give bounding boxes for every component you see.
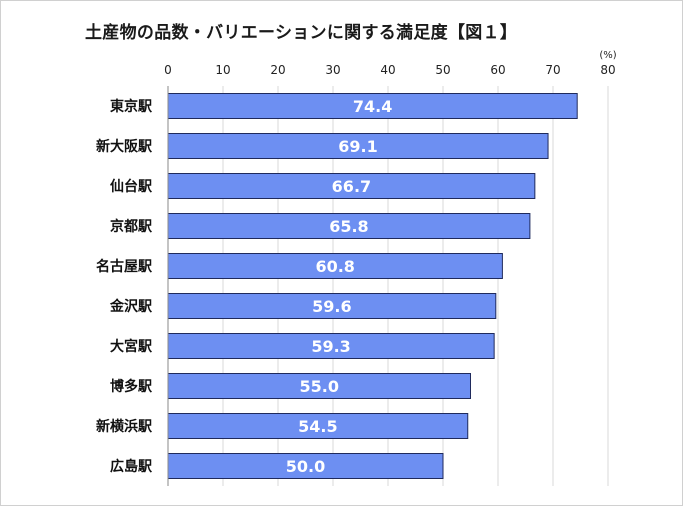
category-label: 京都駅 <box>110 218 153 235</box>
bar <box>167 213 531 239</box>
x-tick-label: 30 <box>325 63 340 77</box>
data-label: 69.1 <box>338 137 377 156</box>
bar <box>167 173 536 199</box>
category-label: 新大阪駅 <box>96 138 153 155</box>
data-label: 55.0 <box>300 377 339 396</box>
category-label: 新横浜駅 <box>96 418 153 435</box>
unit-label: (%) <box>599 50 616 61</box>
x-tick-label: 80 <box>600 63 615 77</box>
category-label: 名古屋駅 <box>96 258 153 275</box>
x-tick-label: 50 <box>435 63 450 77</box>
bar <box>167 333 495 359</box>
category-label: 東京駅 <box>110 98 153 115</box>
category-label: 博多駅 <box>110 378 153 395</box>
bar <box>167 453 444 479</box>
data-label: 66.7 <box>332 177 371 196</box>
data-label: 60.8 <box>315 257 354 276</box>
x-tick-label: 70 <box>545 63 560 77</box>
category-label: 大宮駅 <box>110 338 153 355</box>
bar <box>167 253 503 279</box>
bar <box>167 373 471 399</box>
data-label: 74.4 <box>353 97 392 116</box>
bar <box>167 133 549 159</box>
category-label: 仙台駅 <box>110 178 153 195</box>
bar <box>167 413 469 439</box>
category-label: 広島駅 <box>110 458 153 475</box>
x-tick-label: 20 <box>270 63 285 77</box>
data-label: 59.6 <box>312 297 351 316</box>
bar <box>167 293 497 319</box>
data-label: 65.8 <box>329 217 368 236</box>
data-label: 54.5 <box>298 417 337 436</box>
data-label: 50.0 <box>286 457 325 476</box>
data-label: 59.3 <box>311 337 350 356</box>
category-label: 金沢駅 <box>109 298 153 315</box>
x-tick-label: 60 <box>490 63 505 77</box>
x-tick-label: 40 <box>380 63 395 77</box>
chart-title: 土産物の品数・バリエーションに関する満足度【図１】 <box>85 23 518 43</box>
x-tick-label: 0 <box>164 63 172 77</box>
x-tick-label: 10 <box>215 63 230 77</box>
